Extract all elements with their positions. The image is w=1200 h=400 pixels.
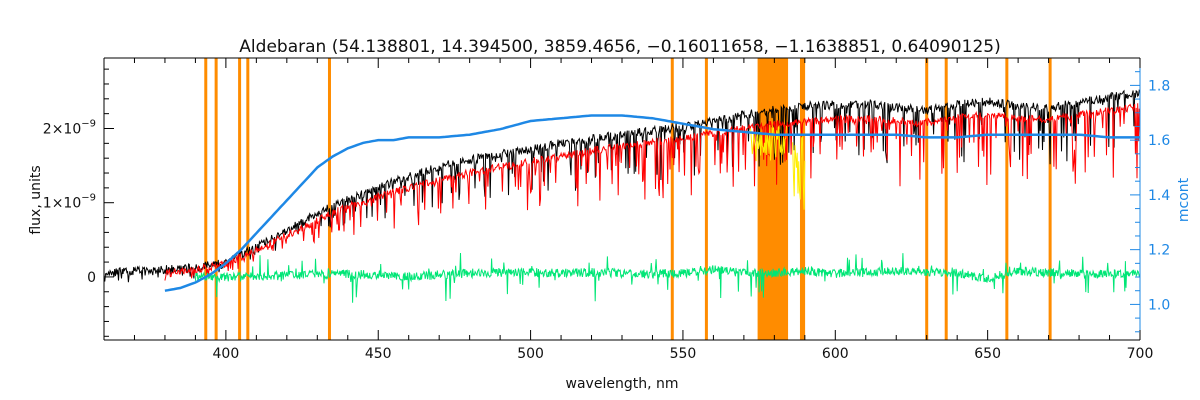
masked-line-band <box>925 58 929 340</box>
y-tick-exponent: −9 <box>81 193 96 204</box>
masked-line-band <box>214 58 218 340</box>
right-y-tick-label: 1.0 <box>1148 297 1170 313</box>
plot-area <box>104 58 1140 340</box>
masked-line-band <box>204 58 208 340</box>
x-tick-label: 550 <box>670 346 697 362</box>
masked-line-band <box>799 58 803 340</box>
masked-line-band <box>327 58 331 340</box>
right-y-tick-label: 1.6 <box>1148 133 1170 149</box>
series-residual <box>194 252 1140 303</box>
y-tick-label: 2×10−9 <box>43 119 96 138</box>
x-axis-label: wavelength, nm <box>566 376 679 392</box>
y-tick-label: 1×10−9 <box>43 193 96 212</box>
right-y-axis-label: mcont <box>1176 177 1192 222</box>
right-y-tick-label: 1.2 <box>1148 243 1170 259</box>
masked-line-band <box>238 58 242 340</box>
right-y-tick-label: 1.4 <box>1148 188 1170 204</box>
x-tick-label: 500 <box>517 346 544 362</box>
series-model-flux <box>164 103 1140 281</box>
x-tick-label: 400 <box>213 346 240 362</box>
masked-line-band <box>944 58 948 340</box>
series-observed-flux <box>104 89 1140 283</box>
masked-line-band <box>246 58 250 340</box>
masked-wide-band <box>757 58 789 340</box>
masked-line-band <box>1048 58 1052 340</box>
y-axis-label: flux, units <box>28 165 44 234</box>
series-continuum <box>164 114 1140 292</box>
chart-title: Aldebaran (54.138801, 14.394500, 3859.46… <box>239 37 1000 57</box>
y-tick-exponent: −9 <box>81 119 96 130</box>
right-y-tick-label: 1.8 <box>1148 78 1170 94</box>
x-tick-label: 700 <box>1127 346 1154 362</box>
x-tick-label: 650 <box>974 346 1001 362</box>
y-tick-label: 0 <box>87 270 96 286</box>
masked-line-band <box>704 58 708 340</box>
masked-line-band <box>670 58 674 340</box>
masked-flux-highlight <box>749 124 787 162</box>
masked-flux-highlight <box>792 134 806 210</box>
masked-line-band <box>1005 58 1009 340</box>
x-tick-label: 600 <box>822 346 849 362</box>
x-tick-label: 450 <box>365 346 392 362</box>
